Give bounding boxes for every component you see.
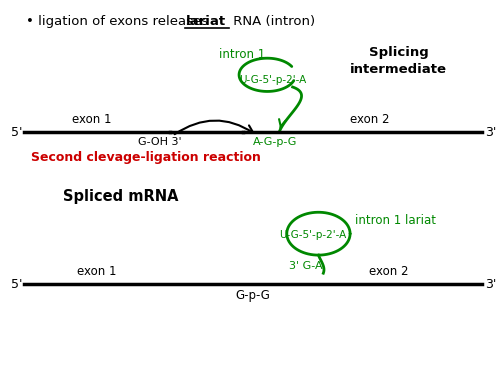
Text: 3': 3' — [484, 278, 496, 291]
Text: 3': 3' — [484, 126, 496, 139]
Text: Second clevage-ligation reaction: Second clevage-ligation reaction — [30, 151, 260, 164]
Text: exon 2: exon 2 — [350, 112, 390, 126]
Text: • ligation of exons releases: • ligation of exons releases — [26, 15, 212, 28]
Text: exon 2: exon 2 — [370, 265, 409, 278]
Text: exon 1: exon 1 — [77, 265, 116, 278]
Text: lariat: lariat — [186, 15, 226, 28]
Text: exon 1: exon 1 — [72, 112, 112, 126]
Text: intron 1: intron 1 — [218, 48, 265, 61]
Text: 5': 5' — [11, 278, 22, 291]
Text: RNA (intron): RNA (intron) — [230, 15, 316, 28]
Text: 5': 5' — [11, 126, 22, 139]
Text: A-G-p-G: A-G-p-G — [252, 137, 297, 147]
Text: U-G-5'-p-2'-A: U-G-5'-p-2'-A — [280, 230, 346, 240]
Text: Splicing: Splicing — [369, 46, 428, 59]
Text: G-OH 3': G-OH 3' — [138, 137, 182, 147]
Text: intermediate: intermediate — [350, 63, 448, 76]
Text: G-p-G: G-p-G — [236, 289, 270, 302]
Text: 3' G-A: 3' G-A — [289, 261, 323, 271]
Text: U-G-5'-p-2'-A: U-G-5'-p-2'-A — [239, 75, 306, 86]
Text: Spliced mRNA: Spliced mRNA — [64, 189, 179, 204]
Text: intron 1 lariat: intron 1 lariat — [355, 214, 436, 227]
